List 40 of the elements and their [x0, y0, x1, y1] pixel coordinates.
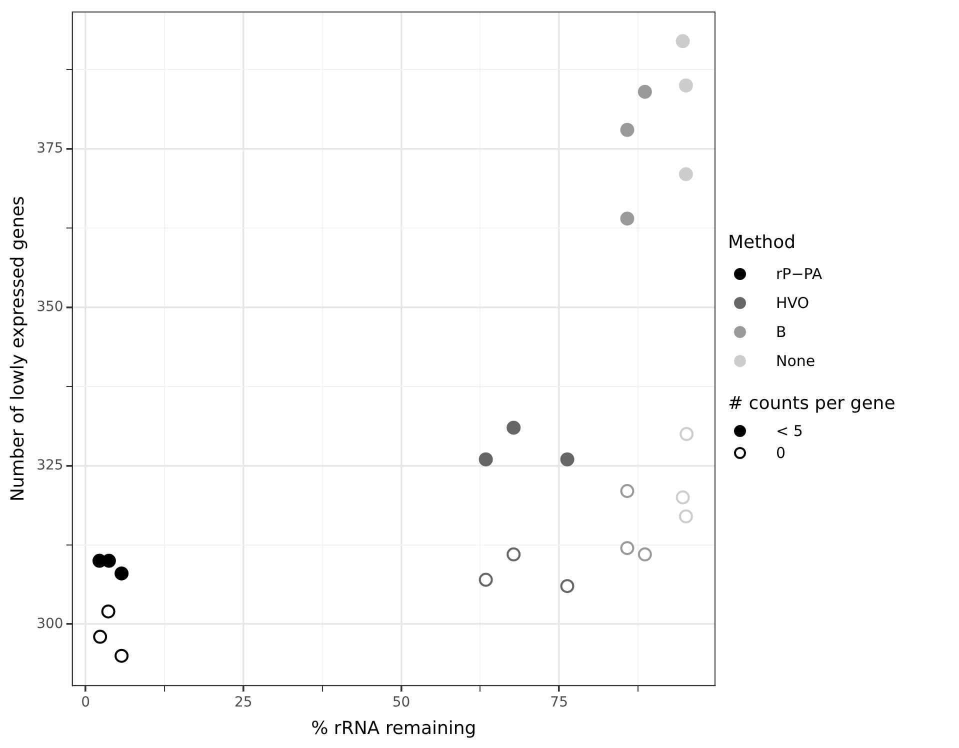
- point: [638, 547, 652, 562]
- point: [101, 604, 116, 618]
- point: [560, 579, 574, 594]
- x-axis-title: % rRNA remaining: [311, 718, 476, 739]
- point: [676, 34, 690, 48]
- point: [114, 566, 129, 580]
- text: < 5: [776, 422, 803, 440]
- point: [680, 427, 694, 442]
- y-axis-title: Number of lowly expressed genes: [7, 196, 28, 502]
- legend-label: HVO: [776, 294, 810, 312]
- x-tick-label: 50: [392, 694, 410, 711]
- point: [676, 490, 690, 504]
- point: [114, 648, 129, 663]
- y-tick-label: 300: [36, 616, 64, 632]
- point: [620, 212, 634, 226]
- y-tick-label: 375: [36, 140, 64, 157]
- point: [678, 78, 693, 93]
- x-tick-label: 25: [234, 694, 252, 711]
- x-tick-label: 75: [550, 694, 568, 711]
- y-tick-label: 325: [36, 457, 64, 474]
- y-tick-label: 350: [36, 298, 64, 315]
- point: [678, 509, 693, 524]
- text: # counts per gene: [728, 393, 896, 414]
- point: [638, 84, 652, 99]
- text: 0: [776, 444, 786, 462]
- legend-title: Method: [728, 232, 797, 253]
- point: [620, 484, 634, 498]
- point: [620, 541, 634, 556]
- point: [560, 452, 574, 466]
- point: [506, 547, 521, 562]
- point: [478, 572, 493, 587]
- x-tick-label: 0: [81, 694, 90, 711]
- point: [506, 420, 521, 435]
- legend-label: rP−PA: [776, 264, 822, 282]
- point: [478, 452, 493, 466]
- point: [678, 167, 693, 182]
- legend-label: B: [776, 322, 786, 340]
- legend-label: None: [776, 352, 816, 370]
- point: [93, 630, 108, 644]
- point: [620, 122, 634, 137]
